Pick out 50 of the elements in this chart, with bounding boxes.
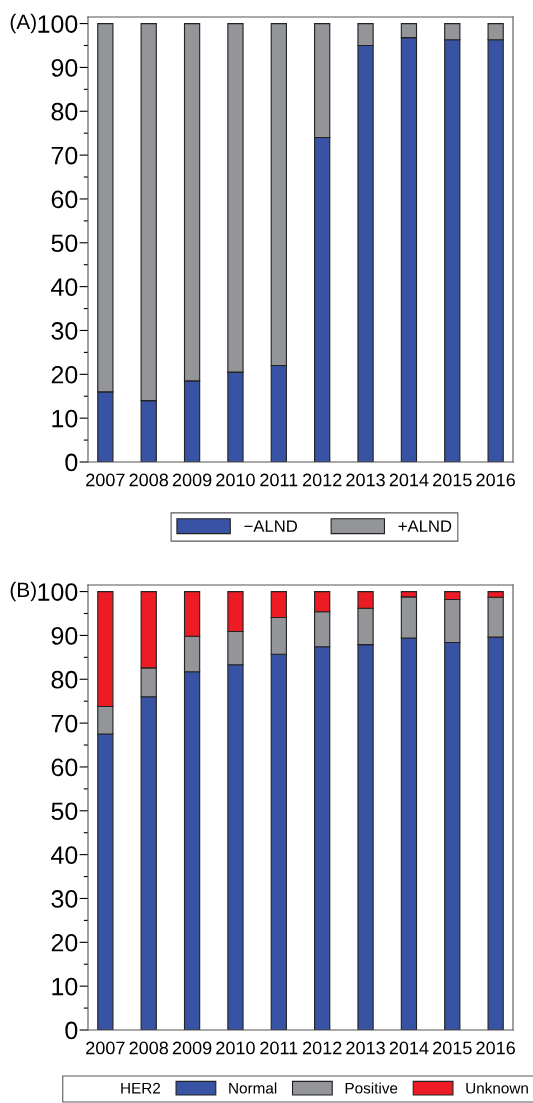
y-tick-label: 40 — [51, 846, 78, 864]
legend-label: Unknown — [466, 1082, 528, 1094]
y-tick-label: 10 — [52, 409, 78, 428]
legend-label: Normal — [229, 1082, 277, 1094]
x-tick-label: 2014 — [389, 1041, 429, 1055]
legend-title: HER2 — [121, 1082, 161, 1094]
y-tick-label: 100 — [38, 15, 78, 33]
x-tick-label: 2012 — [303, 473, 342, 487]
y-tick-label: 0 — [65, 1021, 78, 1040]
y-tick-label: 80 — [51, 670, 78, 689]
y-tick-label: 10 — [52, 977, 78, 996]
x-tick-label: 2015 — [433, 1041, 472, 1055]
y-tick-label: 20 — [51, 365, 78, 384]
x-tick-label: 2007 — [86, 473, 125, 487]
x-tick-label: 2011 — [260, 1041, 298, 1055]
x-tick-label: 2012 — [303, 1041, 342, 1055]
x-tick-label: 2010 — [216, 1041, 255, 1055]
x-tick-label: 2014 — [389, 473, 429, 487]
chart-title: (A) — [10, 13, 36, 34]
y-tick-label: 60 — [51, 190, 78, 209]
y-tick-label: 90 — [51, 59, 78, 77]
y-tick-label: 20 — [51, 933, 78, 952]
y-tick-label: 80 — [51, 102, 78, 121]
y-tick-label: 50 — [51, 802, 78, 821]
legend-label: −ALND — [244, 520, 298, 532]
y-tick-label: 70 — [51, 146, 78, 165]
x-tick-label: 2016 — [476, 1041, 515, 1055]
y-tick-label: 90 — [51, 627, 78, 645]
y-tick-label: 0 — [65, 453, 78, 472]
x-tick-label: 2010 — [216, 473, 255, 487]
y-tick-label: 30 — [51, 322, 78, 340]
legend-label: Positive — [345, 1082, 398, 1094]
x-tick-label: 2016 — [476, 473, 515, 487]
chart-title: (B) — [10, 581, 36, 602]
x-tick-label: 2015 — [433, 473, 472, 487]
legend-label: +ALND — [398, 520, 452, 532]
y-tick-label: 70 — [51, 714, 78, 733]
x-tick-label: 2009 — [172, 1041, 212, 1055]
x-tick-label: 2008 — [129, 473, 169, 487]
x-tick-label: 2013 — [346, 1041, 385, 1055]
y-tick-label: 50 — [51, 234, 78, 253]
y-tick-label: 100 — [38, 583, 78, 601]
y-tick-label: 30 — [51, 890, 78, 908]
y-tick-label: 40 — [51, 278, 78, 296]
x-tick-label: 2011 — [260, 473, 298, 487]
x-tick-label: 2009 — [172, 473, 212, 487]
y-tick-label: 60 — [51, 758, 78, 777]
x-tick-label: 2007 — [86, 1041, 125, 1055]
x-tick-label: 2013 — [346, 473, 385, 487]
x-tick-label: 2008 — [129, 1041, 169, 1055]
